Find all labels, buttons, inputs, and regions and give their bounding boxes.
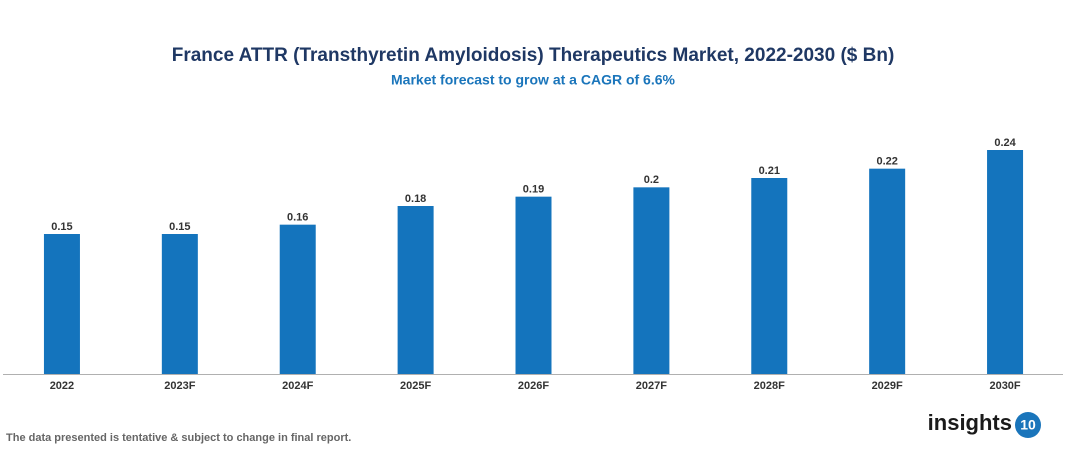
x-tick-label: 2026F bbox=[518, 380, 549, 392]
x-tick-label: 2025F bbox=[400, 380, 431, 392]
logo-badge-text: 10 bbox=[1020, 417, 1036, 433]
x-tick-label: 2024F bbox=[282, 380, 313, 392]
x-tick-label: 2023F bbox=[164, 380, 195, 392]
x-tick-label: 2029F bbox=[872, 380, 903, 392]
logo-badge bbox=[1015, 412, 1041, 438]
bar bbox=[515, 196, 552, 374]
data-label: 0.21 bbox=[759, 165, 780, 177]
data-label: 0.22 bbox=[876, 156, 897, 168]
data-label: 0.18 bbox=[405, 193, 426, 205]
bar bbox=[397, 206, 434, 374]
x-tick-label: 2022 bbox=[50, 380, 74, 392]
x-tick-label: 2028F bbox=[754, 380, 785, 392]
bar bbox=[987, 150, 1024, 374]
data-label: 0.24 bbox=[994, 137, 1016, 149]
bar bbox=[869, 168, 906, 374]
bar bbox=[161, 234, 198, 374]
footnote: The data presented is tentative & subjec… bbox=[6, 432, 351, 444]
bar bbox=[279, 224, 316, 374]
bar bbox=[43, 234, 80, 374]
data-label: 0.2 bbox=[644, 174, 659, 186]
bar bbox=[751, 178, 788, 374]
chart-title: France ATTR (Transthyretin Amyloidosis) … bbox=[172, 45, 895, 66]
data-label: 0.15 bbox=[169, 221, 190, 233]
data-label: 0.19 bbox=[523, 184, 544, 196]
x-tick-label: 2027F bbox=[636, 380, 667, 392]
x-tick-label: 2030F bbox=[989, 380, 1020, 392]
chart-subtitle: Market forecast to grow at a CAGR of 6.6… bbox=[391, 72, 676, 88]
bar bbox=[633, 187, 670, 374]
logo-text: insights bbox=[928, 410, 1012, 435]
data-label: 0.16 bbox=[287, 212, 308, 224]
data-label: 0.15 bbox=[51, 221, 72, 233]
